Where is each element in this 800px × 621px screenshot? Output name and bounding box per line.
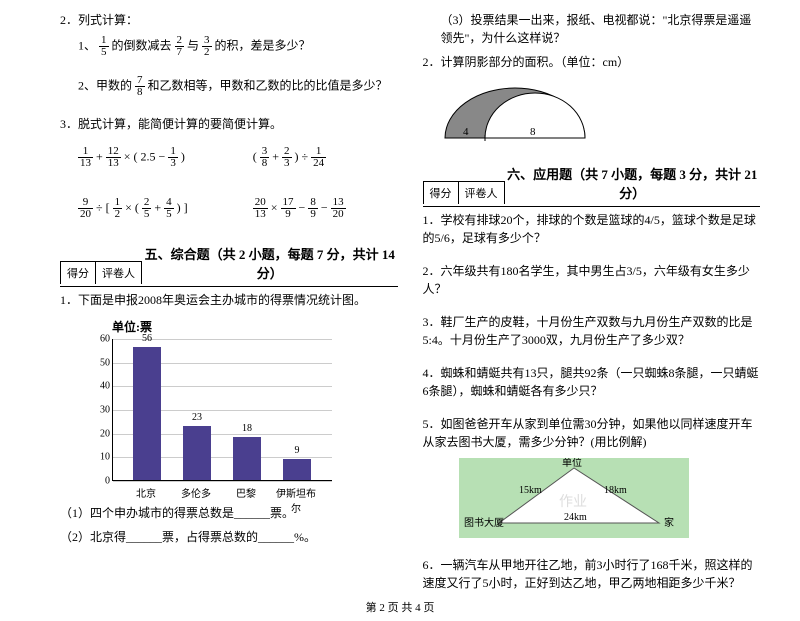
chart-plot-area: 01020304050605623189北京多伦多巴黎伊斯坦布尔	[112, 339, 332, 499]
tri-a: 15km	[519, 485, 542, 496]
svg-text:作业: 作业	[559, 494, 587, 510]
bar-chart: 单位:票 01020304050605623189北京多伦多巴黎伊斯坦布尔	[84, 318, 398, 499]
heading-r2: 2．计算阴影部分的面积。（单位：cm）	[423, 53, 761, 71]
eq-3: 920 ÷ [ 12 × ( 25 + 45 ) ]	[78, 197, 223, 220]
tri-right: 家	[664, 516, 674, 529]
q6-1: 1．学校有排球20个，排球的个数是篮球的4/5，篮球个数是足球的5/6，足球有多…	[423, 211, 761, 247]
heading-3: 3．脱式计算，能简便计算的要简便计算。	[60, 115, 398, 133]
q6-3: 3．鞋厂生产的皮鞋，十月份生产双数与九月份生产双数的比是5:4。十月份生产了30…	[423, 313, 761, 349]
tri-left: 图书大厦	[464, 516, 504, 529]
txt: 2、甲数的	[78, 78, 132, 92]
tri-top: 单位	[562, 458, 582, 469]
semicircle-figure: 4 8	[435, 78, 761, 152]
frac-3-2: 32	[202, 35, 212, 58]
txt: 的倒数减去	[112, 38, 172, 52]
eq-1: 113 + 1213 × ( 2.5 − 13 )	[78, 146, 223, 169]
q5-1: （1）四个申办城市的得票总数是______票。	[60, 504, 398, 522]
frac-2-7: 27	[175, 35, 185, 58]
q5-3: （3）投票结果一出来，报纸、电视都说："北京得票是遥遥领先"，为什么这样说？	[441, 11, 761, 47]
q6-5: 5．如图爸爸开车从家到单位需30分钟，如果他以同样速度开车从家去图书大厦，需多少…	[423, 415, 761, 451]
txt: 的积，差是多少？	[215, 38, 311, 52]
grader-label-2: 评卷人	[459, 182, 504, 204]
section-5-title: 五、综合题（共 2 小题，每题 7 分，共计 14 分）	[142, 244, 398, 284]
q6-2: 2．六年级共有180名学生，其中男生占3/5，六年级有女生多少人？	[423, 262, 761, 298]
score-box-2: 得分 评卷人	[423, 181, 505, 204]
semi-left-label: 4	[463, 126, 469, 138]
score-box: 得分 评卷人	[60, 261, 142, 284]
eq-row-2: 920 ÷ [ 12 × ( 25 + 45 ) ] 2013 × 179 − …	[78, 197, 398, 220]
tri-base: 24km	[564, 512, 587, 523]
triangle-figure: 单位 15km 18km 图书大厦 24km 家 作业	[459, 458, 761, 542]
q5-2: （2）北京得______票，占得票总数的______%。	[60, 528, 398, 546]
page-footer: 第 2 页 共 4 页	[0, 595, 800, 621]
q6-4: 4．蜘蛛和蜻蜓共有13只，腿共92条（一只蜘蛛8条腿，一只蜻蜓6条腿），蜘蛛和蜻…	[423, 364, 761, 400]
score-label: 得分	[61, 262, 96, 284]
chart-unit: 单位:票	[112, 318, 398, 335]
eq-row-1: 113 + 1213 × ( 2.5 − 13 ) ( 38 + 23 ) ÷ …	[78, 146, 398, 169]
eq-2: ( 38 + 23 ) ÷ 124	[253, 146, 398, 169]
q2-1: 1、 15 的倒数减去 27 与 32 的积，差是多少？	[78, 35, 398, 58]
section-5-head: 得分 评卷人 五、综合题（共 2 小题，每题 7 分，共计 14 分）	[60, 244, 398, 287]
section-6-title: 六、应用题（共 7 小题，每题 3 分，共计 21 分）	[505, 164, 761, 204]
grader-label: 评卷人	[96, 262, 141, 284]
txt: 与	[187, 38, 199, 52]
frac-1-5: 15	[99, 35, 109, 58]
q6-6: 6．一辆汽车从甲地开往乙地，前3小时行了168千米，照这样的速度又行了5小时，正…	[423, 556, 761, 592]
left-column: 2．列式计算： 1、 15 的倒数减去 27 与 32 的积，差是多少？ 2、甲…	[60, 8, 406, 595]
q2-2: 2、甲数的 78 和乙数相等，甲数和乙数的比的比值是多少？	[78, 75, 398, 98]
triangle-svg: 单位 15km 18km 图书大厦 24km 家 作业	[459, 458, 689, 538]
page: 2．列式计算： 1、 15 的倒数减去 27 与 32 的积，差是多少？ 2、甲…	[0, 0, 800, 595]
tri-b: 18km	[604, 485, 627, 496]
txt: 1、	[78, 38, 96, 52]
frac-7-8: 78	[135, 75, 145, 98]
right-column: （3）投票结果一出来，报纸、电视都说："北京得票是遥遥领先"，为什么这样说？ 2…	[414, 8, 761, 595]
semicircle-svg: 4 8	[435, 78, 605, 148]
section-6-head: 得分 评卷人 六、应用题（共 7 小题，每题 3 分，共计 21 分）	[423, 164, 761, 207]
semi-right-label: 8	[530, 126, 536, 138]
heading-2: 2．列式计算：	[60, 11, 398, 29]
eq-4: 2013 × 179 − 89 − 1320	[253, 197, 398, 220]
bar-intro: 1．下面是申报2008年奥运会主办城市的得票情况统计图。	[60, 291, 398, 309]
txt: 和乙数相等，甲数和乙数的比的比值是多少？	[148, 78, 388, 92]
score-label-2: 得分	[424, 182, 459, 204]
